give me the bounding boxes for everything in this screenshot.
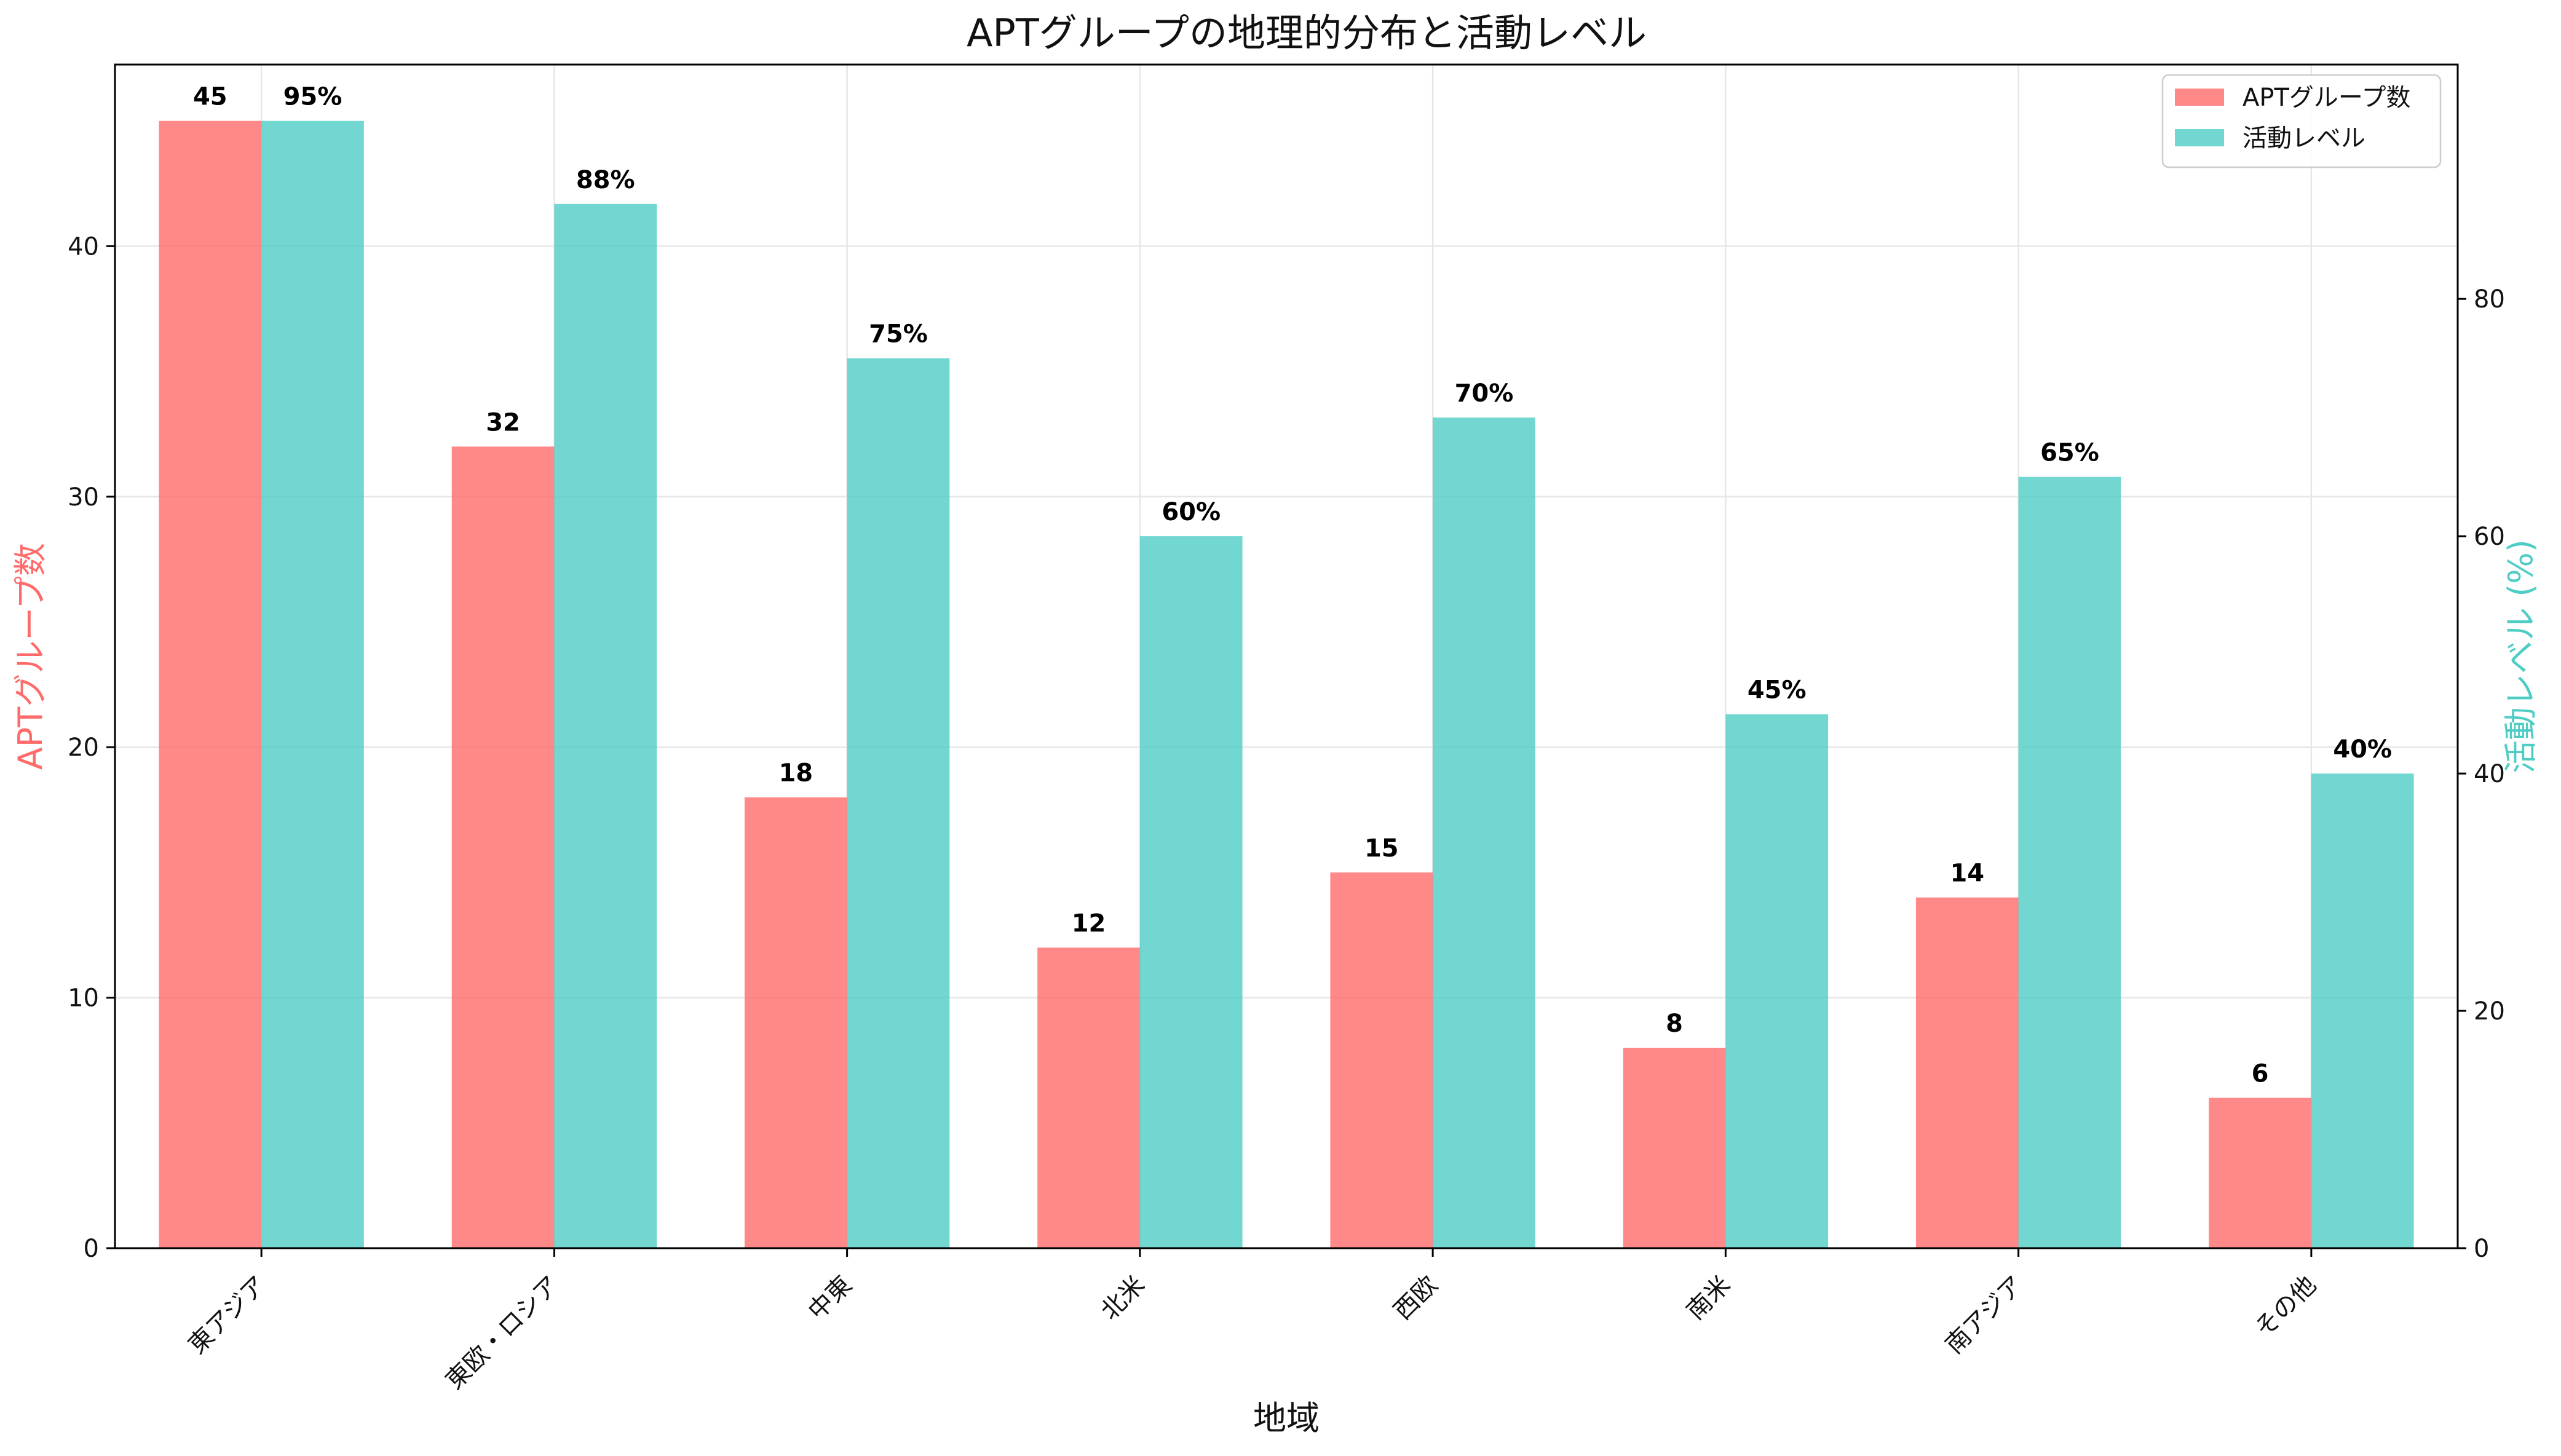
data-label-activity-level: 45% <box>1748 676 1807 705</box>
tick-label-right: 40 <box>2474 760 2505 788</box>
tick-label-left: 30 <box>68 483 99 512</box>
data-label-apt-groups: 6 <box>2252 1060 2269 1088</box>
left-y-axis-ticks: 0 10 20 30 40 <box>68 232 115 1263</box>
bar-apt-groups <box>1037 948 1140 1248</box>
bar-apt-groups <box>451 446 555 1248</box>
bar-activity-level <box>1433 417 1535 1248</box>
legend-swatch <box>2175 129 2224 146</box>
right-y-axis-ticks: 0 20 40 60 80 <box>2458 285 2505 1263</box>
tick-label-right: 0 <box>2474 1235 2489 1263</box>
bar-apt-groups <box>159 121 262 1249</box>
bar-apt-groups <box>2209 1098 2311 1248</box>
tick-label-left: 0 <box>84 1235 99 1263</box>
bar-activity-level <box>2311 774 2414 1248</box>
plot-frame <box>114 63 2459 1249</box>
tick-label-right: 60 <box>2474 523 2505 551</box>
tick-label-left: 10 <box>68 984 99 1013</box>
legend-swatch <box>2175 89 2224 106</box>
bar-activity-level <box>1725 714 1829 1248</box>
data-label-apt-groups: 14 <box>1950 860 1984 888</box>
data-label-apt-groups: 15 <box>1364 834 1399 863</box>
bar-activity-level <box>1139 536 1243 1249</box>
data-labels-group: 45 95% 32 88% 18 75% 12 60% 15 70% 8 45% 14 65% 6 40% <box>193 83 2392 1088</box>
legend-entry: 活動レベル <box>2242 124 2365 152</box>
data-label-activity-level: 95% <box>283 83 342 111</box>
category-label: 北米 <box>1096 1271 1150 1326</box>
category-label: 東アジア <box>183 1271 272 1360</box>
tick-label-right: 20 <box>2474 997 2505 1026</box>
category-label: 南アジア <box>1940 1271 2029 1360</box>
data-label-apt-groups: 32 <box>486 408 520 437</box>
data-label-apt-groups: 8 <box>1666 1010 1683 1038</box>
data-label-apt-groups: 18 <box>778 759 813 788</box>
bar-apt-groups <box>744 797 847 1248</box>
bar-apt-groups <box>1623 1048 1726 1248</box>
category-label: その他 <box>2250 1271 2322 1343</box>
category-label: 東欧・ロシア <box>440 1271 564 1395</box>
y-axis-label-right: 活動レベル (%) <box>2501 539 2540 774</box>
legend-entry: APTグループ数 <box>2242 84 2411 112</box>
x-axis-label: 地域 <box>1253 1399 1320 1438</box>
data-label-activity-level: 88% <box>576 166 635 194</box>
data-label-activity-level: 40% <box>2333 735 2392 764</box>
data-label-activity-level: 60% <box>1162 498 1221 526</box>
data-label-apt-groups: 12 <box>1072 909 1106 938</box>
y-axis-label-left: APTグループ数 <box>11 543 50 770</box>
legend-box <box>2161 74 2442 168</box>
category-label: 中東 <box>803 1271 858 1326</box>
tick-label-left: 20 <box>68 734 99 762</box>
x-axis-ticks: 東アジア 東欧・ロシア 中東 北米 西欧 南米 南アジア その他 <box>183 1248 2322 1395</box>
data-label-apt-groups: 45 <box>193 83 228 111</box>
chart-title: APTグループの地理的分布と活動レベル <box>967 10 1647 55</box>
tick-label-left: 40 <box>68 232 99 261</box>
data-label-activity-level: 65% <box>2040 439 2099 467</box>
data-label-activity-level: 70% <box>1455 379 1514 408</box>
bar-apt-groups <box>1330 872 1433 1248</box>
bar-activity-level <box>847 358 950 1248</box>
bar-activity-level <box>554 204 657 1248</box>
bar-activity-level <box>261 121 364 1249</box>
tick-label-right: 80 <box>2474 285 2505 314</box>
category-label: 西欧 <box>1388 1271 1443 1326</box>
category-label: 南米 <box>1681 1271 1736 1326</box>
bars-group <box>159 121 2414 1249</box>
axes-group <box>114 63 2459 1249</box>
bar-activity-level <box>2018 477 2121 1248</box>
data-label-activity-level: 75% <box>869 320 928 349</box>
bar-apt-groups <box>1915 897 2019 1248</box>
